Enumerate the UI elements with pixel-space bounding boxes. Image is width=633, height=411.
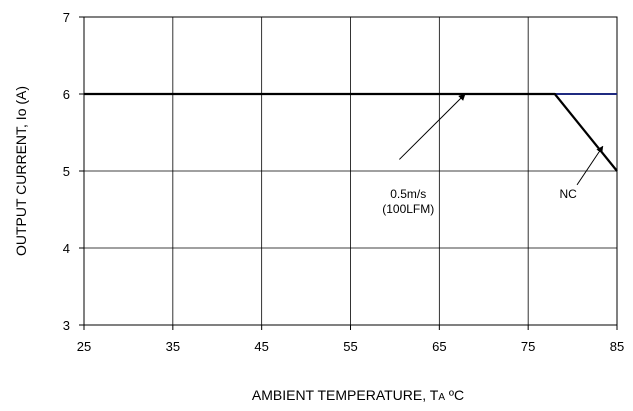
y-tick-label: 3 bbox=[63, 318, 70, 333]
y-tick-label: 6 bbox=[63, 87, 70, 102]
annotations: 0.5m/s (100LFM) NC bbox=[382, 93, 604, 216]
annotation-arrow bbox=[576, 145, 604, 186]
x-tick-label: 45 bbox=[254, 339, 268, 354]
x-tick-label: 25 bbox=[77, 339, 91, 354]
grid bbox=[84, 17, 617, 325]
x-tick-label: 55 bbox=[343, 339, 357, 354]
x-tick-label: 35 bbox=[166, 339, 180, 354]
series-line-nc bbox=[84, 92, 618, 172]
annotation-arrow bbox=[399, 93, 466, 160]
y-tick-label: 5 bbox=[63, 164, 70, 179]
series-lines bbox=[84, 92, 618, 172]
y-tick-label: 7 bbox=[63, 10, 70, 25]
y-tick-label: 4 bbox=[63, 241, 70, 256]
annotation-label: NC bbox=[559, 187, 577, 201]
x-axis-title: AMBIENT TEMPERATURE, TA ºC bbox=[252, 387, 464, 403]
x-tick-label: 75 bbox=[521, 339, 535, 354]
x-tick-label: 65 bbox=[432, 339, 446, 354]
y-axis-title: OUTPUT CURRENT, Io (A) bbox=[13, 86, 29, 256]
x-tick-label: 85 bbox=[610, 339, 624, 354]
annotation-label: 0.5m/s (100LFM) bbox=[382, 187, 434, 216]
